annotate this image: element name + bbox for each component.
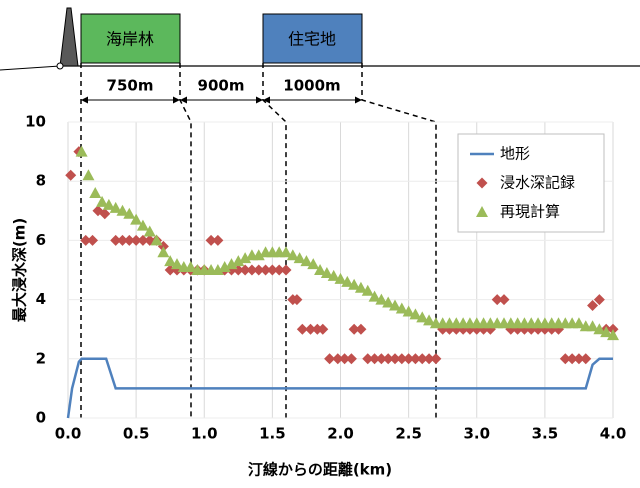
x-tick-label: 4.0 [600,425,627,443]
zone-label: 海岸林 [106,30,154,49]
triangle-point [157,246,169,257]
legend-label: 再現計算 [500,203,560,221]
y-axis-title: 最大浸水深(m) [11,218,29,322]
diamond-point [430,353,441,364]
shoreline-point [57,63,63,69]
x-axis-title: 汀線からの距離(km) [248,461,392,479]
legend-label: 地形 [500,145,530,163]
x-tick-label: 3.5 [532,425,559,443]
zone-label: 住宅地 [288,30,336,49]
plot: 0.0 0.5 1.0 1.5 2.0 2.5 3.0 3.5 4.0 0 2 4 6 8 10 地形浸水深記… [25,113,626,443]
x-tick-label: 0.0 [55,425,82,443]
x-tick-label: 2.0 [327,425,354,443]
x-tick-label: 1.0 [191,425,218,443]
diamond-point [87,235,98,246]
triangle-point [82,169,94,180]
triangle-point [89,187,101,198]
diamond-point [281,265,292,276]
distance-label: 750m [107,77,154,95]
diamond-point [355,324,366,335]
diamond-point [65,170,76,181]
figure: 海岸林 住宅地 750m 900m 1000m 0.0 0.5 1.0 1.5 2.0 2… [0,0,640,488]
y-tick-label: 6 [36,231,46,249]
diamond-point [580,353,591,364]
x-tick-label: 3.0 [463,425,490,443]
diamond-point [212,235,223,246]
x-tick-label: 1.5 [259,425,286,443]
distance-label: 1000m [283,77,340,95]
distance-label: 900m [198,77,245,95]
seawall [60,8,78,66]
y-tick-label: 4 [36,290,46,308]
seabed [0,66,60,70]
y-tick-label: 0 [36,409,46,427]
x-tick-label: 2.5 [395,425,422,443]
y-tick-label: 8 [36,172,46,190]
x-tick-label: 0.5 [123,425,150,443]
diamond-point [499,294,510,305]
diamond-point [346,353,357,364]
legend-label: 浸水深記録 [500,174,575,192]
y-tick-label: 10 [25,113,46,131]
y-tick-label: 2 [36,349,46,367]
